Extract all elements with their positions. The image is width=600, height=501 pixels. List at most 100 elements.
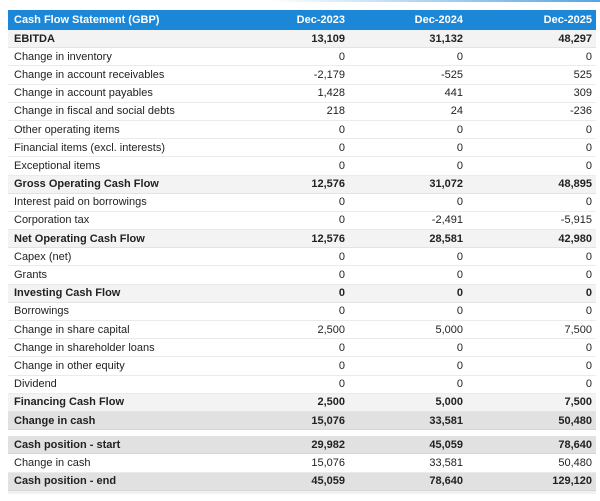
cell-value: 0 <box>338 341 345 354</box>
cell-value: 31,132 <box>429 32 463 45</box>
table-title: Cash Flow Statement (GBP) <box>14 14 160 26</box>
cell-value: 5,000 <box>435 323 463 336</box>
cell-value: 45,059 <box>429 438 463 451</box>
row-label: Change in shareholder loans <box>14 341 155 354</box>
table-row: Net Operating Cash Flow 12,576 28,581 42… <box>8 230 596 249</box>
cell-value: 33,581 <box>429 414 463 427</box>
table-row: Corporation tax 0 -2,491 -5,915 <box>8 211 596 231</box>
row-label: Corporation tax <box>14 214 90 227</box>
table-row: Change in account payables 1,428 441 309 <box>8 84 596 103</box>
cell-value: -236 <box>569 105 592 118</box>
row-label: Dividend <box>14 378 57 391</box>
cell-value: -5,915 <box>560 214 592 227</box>
cell-value: 0 <box>585 305 592 318</box>
row-label: Investing Cash Flow <box>14 287 121 300</box>
cell-value: 0 <box>338 141 345 154</box>
cell-value: 12,576 <box>311 178 345 191</box>
column-header-dec-2023: Dec-2023 <box>296 14 345 26</box>
cell-value: 0 <box>585 123 592 136</box>
table-row: Change in inventory 0 0 0 <box>8 48 596 67</box>
cell-value: 0 <box>456 250 463 263</box>
table-row: Financial items (excl. interests) 0 0 0 <box>8 139 596 158</box>
row-label: Change in account receivables <box>14 68 165 81</box>
cell-value: 7,500 <box>564 323 592 336</box>
table-row: Change in fiscal and social debts 218 24… <box>8 102 596 121</box>
cell-value: 0 <box>456 378 463 391</box>
cell-value: 42,980 <box>558 232 592 245</box>
row-label: Gross Operating Cash Flow <box>14 178 159 191</box>
cell-value: 50,480 <box>558 456 592 469</box>
cell-value: 0 <box>585 378 592 391</box>
row-label: Change in cash <box>14 414 96 427</box>
table-row: Change in cash 15,076 33,581 50,480 <box>8 454 596 473</box>
cell-value: 0 <box>585 287 592 300</box>
column-header-dec-2025: Dec-2025 <box>543 14 592 26</box>
cell-value: 0 <box>338 123 345 136</box>
table-row: Investing Cash Flow 0 0 0 <box>8 284 596 303</box>
row-label: EBITDA <box>14 32 55 45</box>
cell-value: 0 <box>585 50 592 63</box>
table-row: Other operating items 0 0 0 <box>8 120 596 140</box>
cell-value: 2,500 <box>317 323 345 336</box>
cell-value: 2,500 <box>317 396 345 409</box>
cell-value: 7,500 <box>564 396 592 409</box>
cell-value: 0 <box>338 378 345 391</box>
cell-value: 0 <box>338 359 345 372</box>
table-row: Change in cash 15,076 33,581 50,480 <box>8 411 596 431</box>
cell-value: 525 <box>573 68 592 81</box>
table-row: Cash position - start 29,982 45,059 78,6… <box>8 436 596 455</box>
cell-value: 1,428 <box>317 87 345 100</box>
row-label: Change in account payables <box>14 87 153 100</box>
cell-value: 0 <box>456 359 463 372</box>
cell-value: -525 <box>440 68 463 81</box>
cell-value: 31,072 <box>429 178 463 191</box>
cell-value: 0 <box>338 287 345 300</box>
row-label: Change in cash <box>14 456 91 469</box>
cell-value: 29,982 <box>311 438 345 451</box>
cell-value: 50,480 <box>558 414 592 427</box>
cell-value: 0 <box>338 159 345 172</box>
table-row: Change in account receivables -2,179 -52… <box>8 66 596 85</box>
cell-value: 0 <box>456 341 463 354</box>
cell-value: 0 <box>338 305 345 318</box>
row-label: Change in inventory <box>14 50 112 63</box>
cell-value: 28,581 <box>429 232 463 245</box>
cell-value: 5,000 <box>435 396 463 409</box>
cell-value: 0 <box>338 269 345 282</box>
cell-value: 0 <box>585 341 592 354</box>
table-row: Cash position - end 45,059 78,640 129,12… <box>8 472 596 491</box>
column-header-dec-2024: Dec-2024 <box>414 14 463 26</box>
row-label: Change in fiscal and social debts <box>14 105 175 118</box>
cell-value: 15,076 <box>311 456 345 469</box>
cash-flow-statement-table: Cash Flow Statement (GBP) Dec-2023 Dec-2… <box>8 10 596 491</box>
table-body: EBITDA 13,109 31,132 48,297 Change in in… <box>8 30 596 491</box>
row-label: Borrowings <box>14 305 70 318</box>
cell-value: -2,491 <box>431 214 463 227</box>
row-label: Change in share capital <box>14 323 130 336</box>
table-row: Grants 0 0 0 <box>8 266 596 285</box>
cell-value: 12,576 <box>311 232 345 245</box>
cell-value: 0 <box>338 196 345 209</box>
cell-value: 0 <box>585 359 592 372</box>
table-row: EBITDA 13,109 31,132 48,297 <box>8 30 596 49</box>
table-row: Interest paid on borrowings 0 0 0 <box>8 193 596 212</box>
cell-value: 129,120 <box>552 475 592 488</box>
row-label: Financing Cash Flow <box>14 396 125 409</box>
section-gap <box>8 430 596 437</box>
cell-value: 218 <box>326 105 345 118</box>
row-label: Financial items (excl. interests) <box>14 141 165 154</box>
table-row: Financing Cash Flow 2,500 5,000 7,500 <box>8 393 596 412</box>
cell-value: 0 <box>456 196 463 209</box>
cell-value: 0 <box>456 159 463 172</box>
row-label: Net Operating Cash Flow <box>14 232 145 245</box>
cell-value: 33,581 <box>429 456 463 469</box>
table-bottom-shadow <box>8 491 596 494</box>
cell-value: -2,179 <box>313 68 345 81</box>
cell-value: 0 <box>585 250 592 263</box>
cell-value: 0 <box>456 123 463 136</box>
cell-value: 0 <box>585 269 592 282</box>
cell-value: 309 <box>573 87 592 100</box>
table-row: Change in shareholder loans 0 0 0 <box>8 339 596 358</box>
table-row: Gross Operating Cash Flow 12,576 31,072 … <box>8 175 596 194</box>
